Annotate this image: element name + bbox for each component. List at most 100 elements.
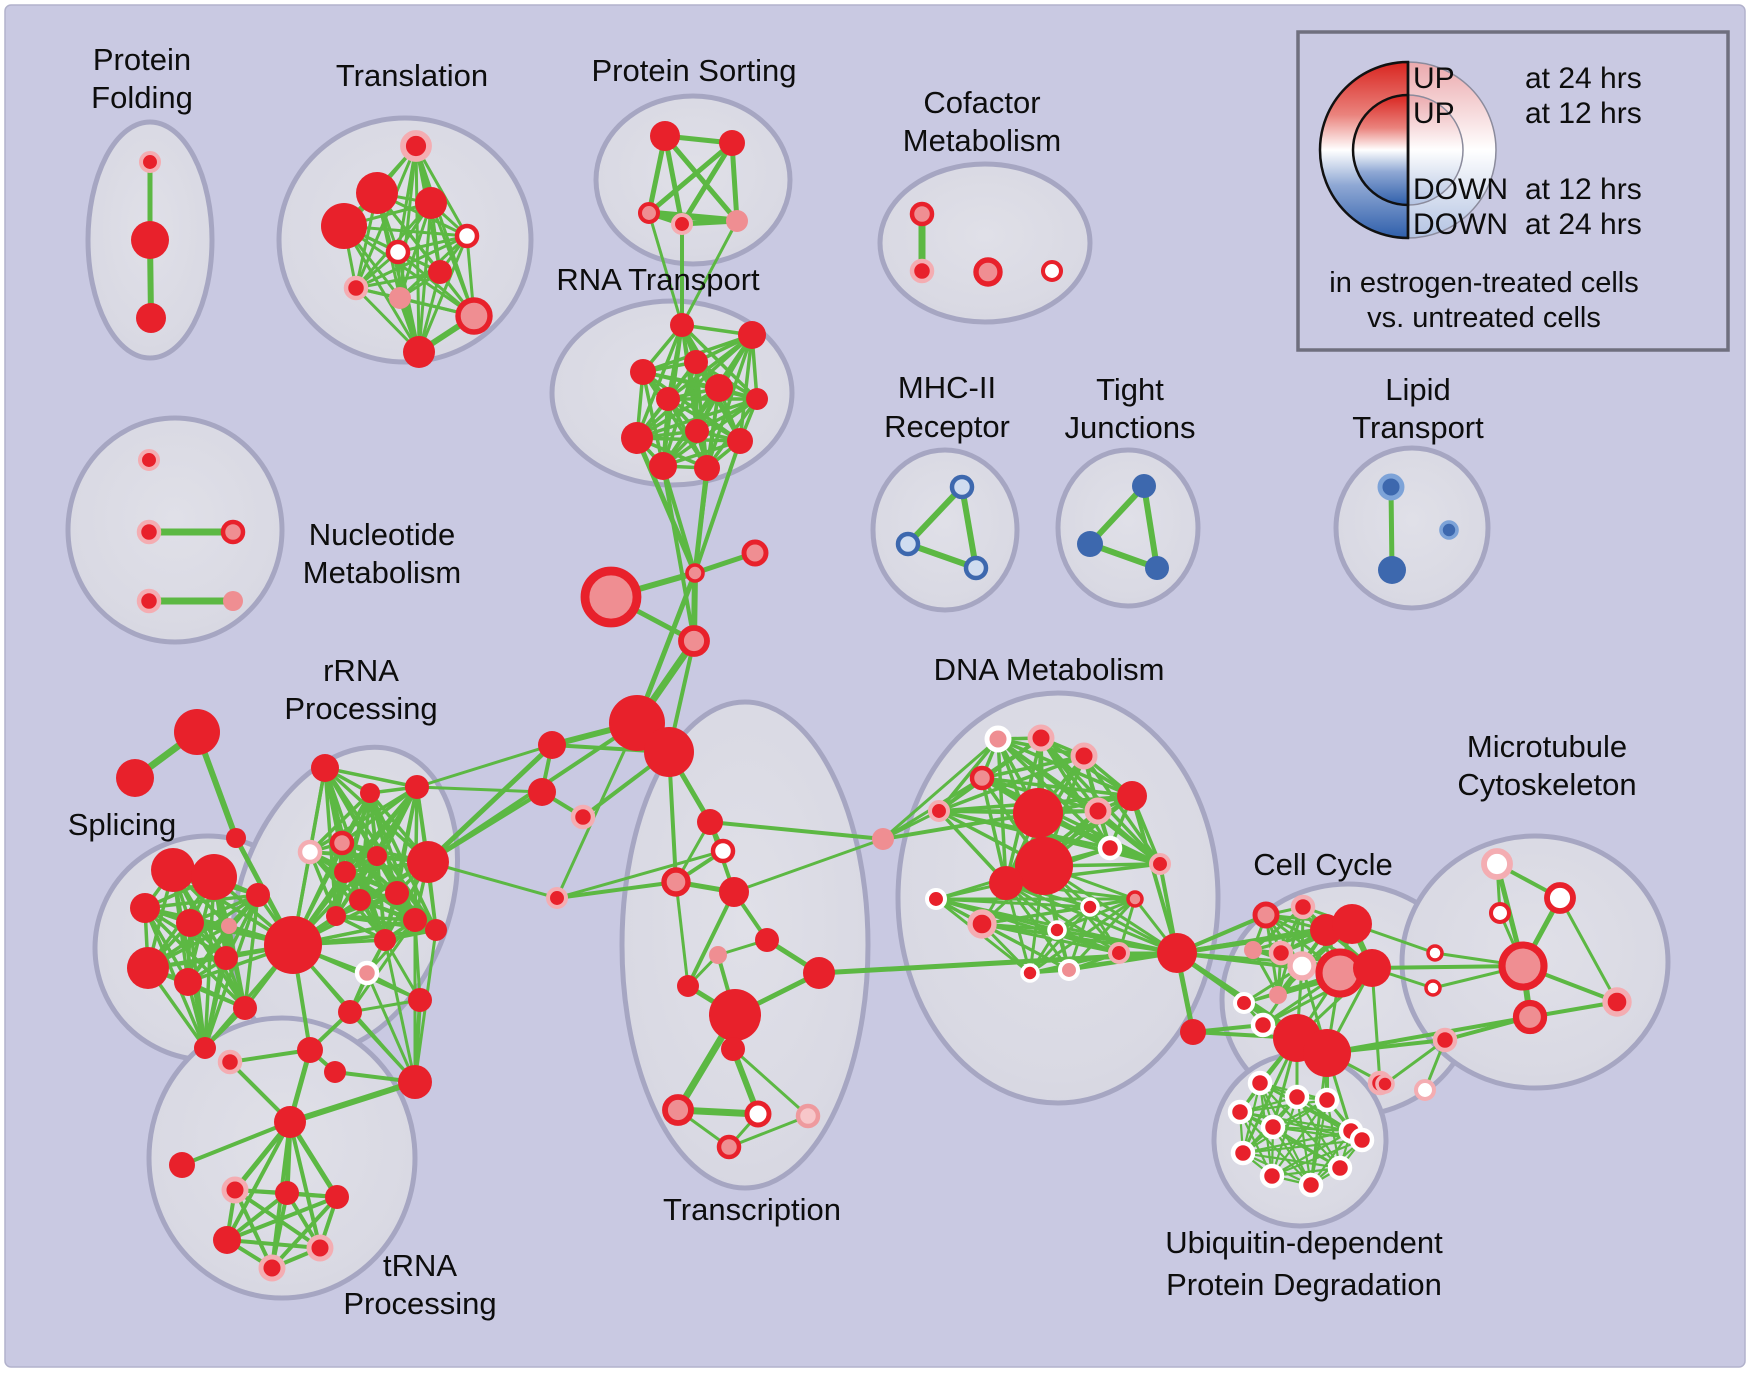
node-r11 (326, 906, 346, 926)
edge-r3-r5 (308, 785, 419, 854)
node-ps1 (650, 121, 680, 151)
edge-u5-u8 (1270, 1098, 1329, 1178)
node-rt11 (694, 455, 720, 481)
node-pf1 (138, 150, 162, 174)
node-m11 (1413, 1078, 1437, 1102)
edge-d3-d5 (937, 754, 1086, 813)
node-d12 (1097, 835, 1123, 861)
cluster-dna-metabolism-label-0: DNA Metabolism (934, 652, 1165, 687)
node-rbig (398, 1065, 432, 1099)
node-m1 (1481, 848, 1513, 880)
node-u5 (1314, 1087, 1340, 1113)
node-n1 (538, 731, 566, 759)
cluster-rrna-processing-label-0: rRNA (323, 653, 399, 688)
edge-r8-n1 (425, 742, 555, 865)
edge-r7-r11 (334, 854, 379, 918)
legend-down12-time: at 12 hrs (1525, 173, 1642, 206)
edge-d5-d13 (937, 809, 1162, 866)
edge-d3-d4 (980, 754, 1086, 780)
node-rt2 (738, 321, 766, 349)
cluster-nucleotide-metabolism-label-1: Metabolism (303, 555, 462, 590)
edge-ps2-ps3 (646, 140, 735, 216)
node-t9 (389, 287, 411, 309)
edge-u6-u7 (1241, 1129, 1353, 1155)
node-rt10 (685, 419, 709, 443)
node-tb1 (221, 1176, 249, 1204)
node-mh3 (963, 555, 989, 581)
node-pf2 (131, 221, 169, 259)
edge-rt5-rt8 (635, 386, 721, 440)
node-s5 (221, 918, 237, 934)
edge-rt9-c4 (661, 464, 696, 643)
edge-d9-dhub (1004, 881, 1179, 955)
node-r8 (407, 841, 449, 883)
edge-u8-u11 (1270, 1138, 1364, 1178)
node-tphub (274, 1106, 306, 1138)
node-d20 (1107, 941, 1131, 965)
cluster-cell-cycle-label-0: Cell Cycle (1253, 847, 1393, 882)
node-x2 (710, 838, 736, 864)
edge-tj1-tj3 (1141, 483, 1160, 571)
legend-note-line2: vs. untreated cells (1367, 302, 1601, 334)
edge-d2-d12 (1039, 736, 1112, 850)
edge-ps1-ps5 (662, 133, 740, 224)
edge-u7-u10 (1241, 1151, 1342, 1170)
node-tj2 (1077, 531, 1103, 557)
edge-mh1-mh2 (905, 484, 965, 547)
node-d10 (1117, 781, 1147, 811)
node-rt8 (621, 422, 653, 454)
edge-t5-t11 (417, 234, 469, 354)
node-r13 (374, 929, 396, 951)
node-xb4 (716, 1134, 742, 1160)
node-d22 (1180, 1019, 1206, 1045)
edge-ps2-ps4 (679, 140, 735, 227)
node-cm3 (973, 257, 1003, 287)
node-srhub (264, 916, 322, 974)
node-r2 (360, 783, 380, 803)
node-xb1 (662, 1094, 694, 1126)
node-cc1 (1252, 901, 1280, 929)
node-d17 (1047, 920, 1067, 940)
node-n2 (528, 778, 556, 806)
edge-t7-t8 (354, 270, 442, 290)
edge-s2-s11 (203, 875, 216, 1050)
edge-tb3-tb6 (270, 1195, 339, 1270)
edge-ps3-ps5 (645, 209, 741, 225)
edge-tphub-tlone (180, 1120, 292, 1167)
node-c1 (685, 563, 705, 583)
cluster-protein-sorting-label-0: Protein Sorting (591, 53, 796, 88)
node-d1 (984, 725, 1012, 753)
node-t3 (415, 187, 447, 219)
node-tj3 (1145, 556, 1169, 580)
node-rt6 (746, 388, 768, 410)
node-rt4 (630, 359, 656, 385)
node-tj1 (1132, 474, 1156, 498)
edge-rt2-rt11 (705, 333, 754, 470)
edge-ps3-rt1 (647, 211, 684, 327)
node-x11 (721, 1037, 745, 1061)
legend-dial-inner-saturated (1351, 93, 1410, 207)
node-nm5 (223, 591, 243, 611)
cluster-microtubule-cytoskeleton-label-1: Cytoskeleton (1457, 767, 1636, 802)
node-t2 (356, 172, 398, 214)
node-m10 (1375, 1074, 1395, 1094)
node-u4 (1260, 1114, 1286, 1140)
node-xb3 (795, 1103, 821, 1129)
edge-rt8-c1 (634, 435, 698, 576)
edge-rt7-rt12 (666, 397, 742, 443)
cluster-ubiquitin-degradation-label-0: Ubiquitin-dependent (1165, 1225, 1443, 1260)
node-x9 (803, 957, 835, 989)
node-tr1 (174, 709, 220, 755)
edge-tp0-tpa (228, 1048, 312, 1064)
edge-rt1-rt8 (635, 323, 684, 440)
edge-d6-d7 (881, 811, 1040, 841)
node-rt5 (705, 374, 733, 402)
legend-note-line1: in estrogen-treated cells (1329, 267, 1639, 299)
edge-ps5-rt1 (680, 219, 739, 327)
node-u11 (1349, 1127, 1375, 1153)
cluster-mhc-ii-receptor-ellipse (870, 447, 1020, 613)
node-u7 (1230, 1140, 1256, 1166)
node-tb2 (275, 1181, 299, 1205)
cluster-microtubule-cytoskeleton-label-0: Microtubule (1467, 729, 1627, 764)
edge-r5-r13 (308, 850, 387, 942)
